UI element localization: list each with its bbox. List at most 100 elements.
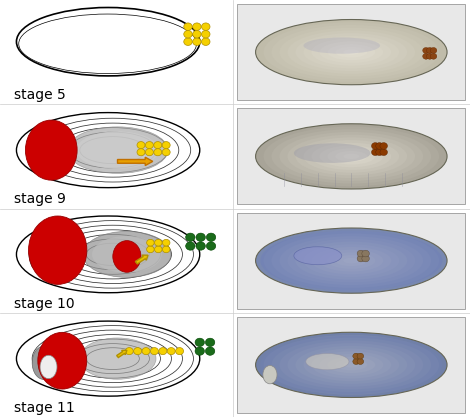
Circle shape xyxy=(145,148,153,156)
Circle shape xyxy=(147,239,154,246)
Circle shape xyxy=(184,23,192,30)
Ellipse shape xyxy=(272,25,431,79)
Circle shape xyxy=(206,233,216,241)
Ellipse shape xyxy=(113,241,141,272)
Circle shape xyxy=(150,348,158,354)
Ellipse shape xyxy=(328,148,375,165)
Circle shape xyxy=(353,359,360,364)
Ellipse shape xyxy=(312,38,391,66)
Ellipse shape xyxy=(312,247,391,274)
Ellipse shape xyxy=(328,44,375,60)
Ellipse shape xyxy=(336,359,367,370)
Ellipse shape xyxy=(280,236,423,285)
Ellipse shape xyxy=(256,124,447,189)
Circle shape xyxy=(357,255,365,262)
Text: stage 5: stage 5 xyxy=(14,88,66,102)
Bar xyxy=(237,4,465,100)
Ellipse shape xyxy=(76,131,159,169)
Circle shape xyxy=(163,246,170,253)
Circle shape xyxy=(205,347,215,355)
Ellipse shape xyxy=(328,252,375,269)
Circle shape xyxy=(193,30,201,38)
Ellipse shape xyxy=(280,132,423,181)
Ellipse shape xyxy=(306,354,349,370)
Ellipse shape xyxy=(67,127,168,173)
Ellipse shape xyxy=(264,335,439,395)
Circle shape xyxy=(186,233,195,241)
Circle shape xyxy=(376,149,383,156)
Ellipse shape xyxy=(296,241,407,280)
Circle shape xyxy=(376,143,383,149)
Ellipse shape xyxy=(320,354,383,376)
Circle shape xyxy=(426,53,433,59)
Ellipse shape xyxy=(83,231,171,277)
Ellipse shape xyxy=(304,38,380,54)
Ellipse shape xyxy=(32,346,56,379)
Circle shape xyxy=(195,347,204,355)
Ellipse shape xyxy=(16,321,200,396)
Circle shape xyxy=(206,242,216,250)
Circle shape xyxy=(184,30,192,38)
Ellipse shape xyxy=(272,338,431,392)
Ellipse shape xyxy=(336,151,367,162)
Ellipse shape xyxy=(328,357,375,373)
Ellipse shape xyxy=(344,153,359,159)
Circle shape xyxy=(380,149,387,156)
Ellipse shape xyxy=(312,143,391,170)
Ellipse shape xyxy=(260,231,442,291)
Bar xyxy=(237,213,465,309)
Circle shape xyxy=(202,23,210,30)
Ellipse shape xyxy=(304,36,399,68)
Ellipse shape xyxy=(304,349,399,381)
Ellipse shape xyxy=(16,113,200,188)
Ellipse shape xyxy=(264,126,439,186)
Circle shape xyxy=(162,148,170,156)
Circle shape xyxy=(430,53,437,59)
Ellipse shape xyxy=(320,250,383,271)
Ellipse shape xyxy=(304,140,399,173)
Circle shape xyxy=(202,38,210,45)
Ellipse shape xyxy=(296,33,407,71)
Circle shape xyxy=(155,239,162,246)
Ellipse shape xyxy=(256,228,447,293)
Circle shape xyxy=(142,348,150,354)
Circle shape xyxy=(202,30,210,38)
Circle shape xyxy=(137,141,145,149)
Circle shape xyxy=(186,242,195,250)
Circle shape xyxy=(163,239,170,246)
Circle shape xyxy=(380,143,387,149)
Circle shape xyxy=(371,143,379,149)
Text: stage 11: stage 11 xyxy=(14,401,75,415)
Ellipse shape xyxy=(344,258,359,264)
Ellipse shape xyxy=(29,236,55,273)
FancyArrow shape xyxy=(117,350,127,357)
Ellipse shape xyxy=(312,351,391,379)
Ellipse shape xyxy=(336,255,367,266)
Circle shape xyxy=(184,38,192,45)
Circle shape xyxy=(196,242,205,250)
Circle shape xyxy=(193,23,201,30)
Ellipse shape xyxy=(320,41,383,63)
Ellipse shape xyxy=(16,216,200,293)
Ellipse shape xyxy=(256,20,447,85)
Text: stage 10: stage 10 xyxy=(14,296,75,311)
FancyArrow shape xyxy=(118,157,153,166)
Ellipse shape xyxy=(296,346,407,384)
Circle shape xyxy=(205,338,215,347)
Circle shape xyxy=(125,348,133,354)
Ellipse shape xyxy=(288,343,415,387)
Circle shape xyxy=(353,353,360,359)
Ellipse shape xyxy=(336,47,367,58)
Ellipse shape xyxy=(288,135,415,178)
Circle shape xyxy=(176,348,184,354)
Bar xyxy=(237,108,465,204)
Circle shape xyxy=(195,338,204,347)
Ellipse shape xyxy=(16,8,200,76)
Ellipse shape xyxy=(264,231,439,291)
Circle shape xyxy=(357,359,364,364)
Ellipse shape xyxy=(296,137,407,176)
Ellipse shape xyxy=(264,22,439,82)
Ellipse shape xyxy=(344,362,359,368)
Circle shape xyxy=(162,141,170,149)
Circle shape xyxy=(145,141,153,149)
